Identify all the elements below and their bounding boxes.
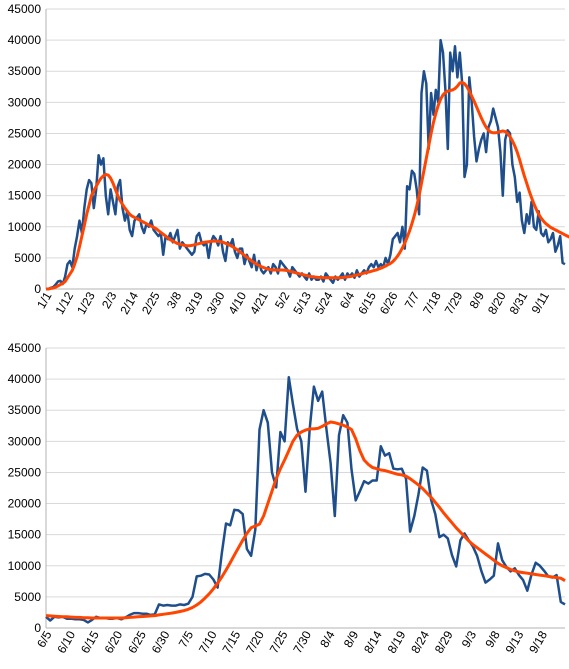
x-tick-label: 6/15 xyxy=(78,628,102,656)
y-tick-label: 45000 xyxy=(8,341,42,355)
y-tick-label: 0 xyxy=(34,621,41,635)
daily-series-line xyxy=(45,375,566,624)
top-chart: 0 5000 10000 15000 20000 25000 30000 35000 40000… xyxy=(8,2,569,317)
y-tick-label: 15000 xyxy=(8,528,42,542)
x-tick-label: 8/24 xyxy=(408,628,432,656)
y-tick-label: 5000 xyxy=(14,590,41,604)
x-tick-label: 9/8 xyxy=(482,628,503,650)
y-tick-label: 15000 xyxy=(8,189,42,203)
x-tick-label: 3/30 xyxy=(204,289,228,317)
daily-series-line xyxy=(46,38,566,291)
x-tick-label: 5/13 xyxy=(290,289,314,317)
x-tick-label: 5/2 xyxy=(272,289,293,311)
x-tick-label: 6/4 xyxy=(337,289,358,311)
x-tick-label: 7/18 xyxy=(420,289,444,317)
x-tick-label: 1/23 xyxy=(74,289,98,317)
y-tick-label: 30000 xyxy=(8,434,42,448)
x-tick-label: 7/25 xyxy=(267,628,291,656)
y-tick-label: 20000 xyxy=(8,497,42,511)
x-tick-label: 7/20 xyxy=(243,628,267,656)
x-tick-label: 6/30 xyxy=(149,628,173,656)
x-tick-label: 8/9 xyxy=(341,628,362,650)
x-tick-label: 4/21 xyxy=(247,289,271,317)
y-tick-label: 35000 xyxy=(8,403,42,417)
x-tick-label: 6/26 xyxy=(377,289,401,317)
x-tick-label: 1/12 xyxy=(52,289,76,317)
x-tick-label: 6/20 xyxy=(102,628,126,656)
x-tick-label: 6/25 xyxy=(125,628,149,656)
y-tick-label: 10000 xyxy=(8,220,42,234)
x-tick-label: 4/10 xyxy=(225,289,249,317)
y-tick-label: 30000 xyxy=(8,95,42,109)
x-tick-label: 8/31 xyxy=(507,289,531,317)
x-tick-label: 8/14 xyxy=(361,628,385,656)
x-tick-label: 7/5 xyxy=(176,628,197,650)
y-tick-label: 35000 xyxy=(8,64,42,78)
x-tick-label: 9/3 xyxy=(459,628,480,650)
average-series-line xyxy=(45,420,566,620)
x-tick-label: 9/13 xyxy=(503,628,527,656)
x-tick-label: 2/14 xyxy=(117,289,141,317)
x-tick-label: 8/20 xyxy=(485,289,509,317)
y-tick-label: 25000 xyxy=(8,465,42,479)
average-series-line xyxy=(46,80,569,291)
x-tick-label: 9/11 xyxy=(529,289,553,316)
x-tick-label: 2/25 xyxy=(139,289,163,317)
x-tick-label: 6/10 xyxy=(54,628,78,656)
x-tick-label: 8/29 xyxy=(432,628,456,656)
y-tick-label: 40000 xyxy=(8,33,42,47)
x-tick-label: 6/15 xyxy=(355,289,379,317)
y-tick-label: 25000 xyxy=(8,126,42,140)
x-tick-label: 7/29 xyxy=(442,289,466,317)
x-tick-label: 7/10 xyxy=(196,628,220,656)
y-tick-label: 0 xyxy=(34,282,41,296)
x-tick-label: 7/15 xyxy=(220,628,244,656)
y-tick-label: 5000 xyxy=(14,251,41,265)
x-tick-label: 3/19 xyxy=(182,289,206,317)
bottom-chart: 0 5000 10000 15000 20000 25000 30000 35000 40000… xyxy=(8,341,566,656)
x-tick-label: 8/4 xyxy=(317,628,338,650)
y-tick-label: 40000 xyxy=(8,372,42,386)
y-tick-label: 45000 xyxy=(8,2,42,16)
x-tick-label: 3/8 xyxy=(164,289,185,311)
x-tick-label: 5/24 xyxy=(312,289,336,317)
x-tick-label: 8/9 xyxy=(467,289,488,311)
x-tick-label: 2/3 xyxy=(99,289,120,311)
x-tick-label: 7/30 xyxy=(290,628,314,656)
x-tick-label: 7/7 xyxy=(402,289,423,311)
x-tick-label: 8/19 xyxy=(385,628,409,656)
x-tick-label: 9/18 xyxy=(526,628,550,656)
y-tick-label: 20000 xyxy=(8,158,42,172)
y-tick-label: 10000 xyxy=(8,559,42,573)
